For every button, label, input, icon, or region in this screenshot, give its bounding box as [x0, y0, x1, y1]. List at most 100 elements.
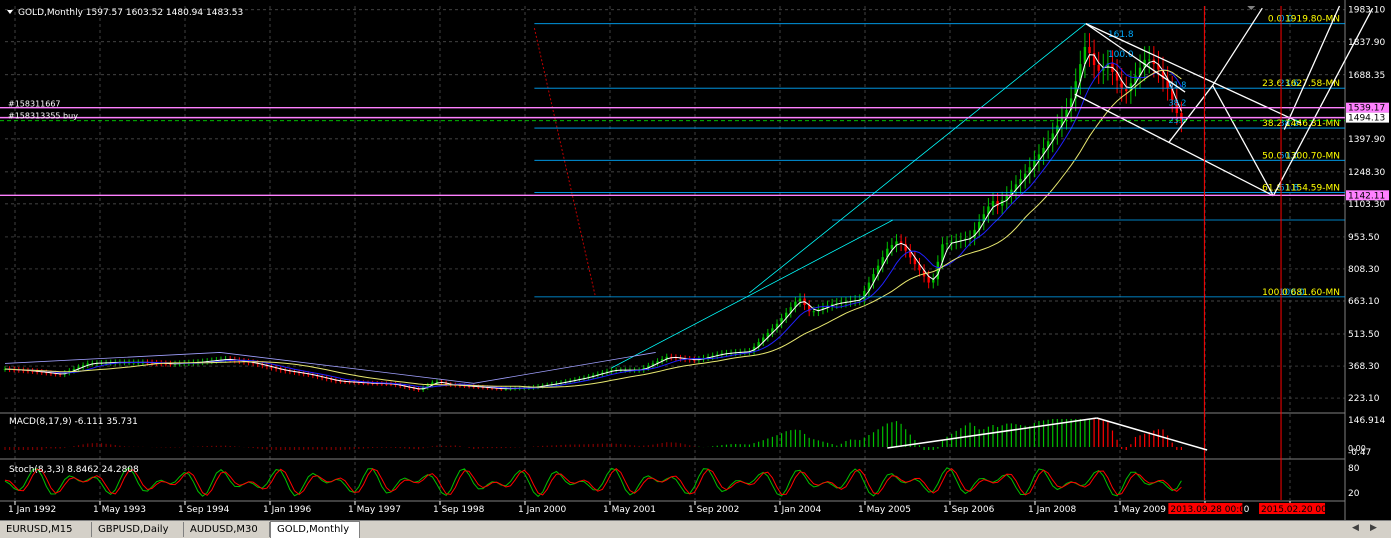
candle-body — [1134, 75, 1137, 84]
candle-body — [1074, 81, 1077, 99]
channel-line — [611, 219, 894, 369]
pattern-line — [1212, 85, 1274, 197]
candle-body — [1115, 71, 1119, 81]
candle-body — [385, 383, 388, 385]
candle-body — [876, 265, 880, 275]
price-axis-label: 663.10 — [1348, 297, 1380, 307]
tab-audusd-m30[interactable]: AUDUSD,M30 — [184, 522, 270, 537]
candle-body — [463, 385, 466, 387]
price-tag — [1346, 190, 1389, 201]
fib-level-label: 23.6 — [1279, 79, 1299, 89]
candle-body — [913, 257, 917, 265]
candle-body — [798, 298, 802, 302]
candle-body — [40, 371, 43, 373]
candle-body — [679, 357, 682, 359]
ma-slow-line — [4, 69, 1182, 388]
channel-line — [4, 352, 656, 384]
time-axis-label: 1 Jan 2000 — [518, 505, 566, 515]
candle-body — [1023, 173, 1027, 180]
candle-body — [886, 248, 889, 258]
candle-body — [417, 388, 420, 390]
price-chart[interactable]: 0.0 23.6 38.2 50.0 61.8 100.0 161.8 100.0 0.0 19… — [0, 0, 1391, 520]
chart-window[interactable]: 0.0 23.6 38.2 50.0 61.8 100.0 161.8 100.0 0.0 19… — [0, 0, 1391, 520]
candle-body — [1097, 65, 1100, 71]
candle-body — [265, 365, 269, 367]
macd-axis-label: 146.914 — [1348, 416, 1385, 426]
candle-body — [1148, 59, 1151, 61]
tab-gbpusd-daily[interactable]: GBPUSD,Daily — [92, 522, 184, 537]
tab-gold-monthly[interactable]: GOLD,Monthly — [270, 521, 360, 538]
price-axis-label: 1248.30 — [1348, 168, 1385, 178]
candle-body — [77, 367, 80, 369]
candle-body — [86, 363, 89, 366]
shift-marker-icon — [1247, 6, 1256, 10]
time-axis-label: 1 Jan 1996 — [263, 505, 311, 515]
price-axis-label: 368.30 — [1348, 362, 1380, 372]
candle-body — [587, 376, 590, 378]
time-marker-box — [1259, 503, 1326, 514]
candle-body — [1033, 160, 1036, 168]
candle-body — [1171, 88, 1174, 101]
macd-axis-label: 0.00 — [1348, 444, 1366, 453]
candle-body — [941, 244, 944, 262]
candle-body — [945, 243, 949, 245]
fib-level-label: 100.0 — [1279, 288, 1305, 298]
price-axis-label: 223.10 — [1348, 394, 1380, 404]
candle-body — [1019, 179, 1022, 185]
candle-body — [780, 318, 783, 324]
candle-body — [605, 371, 609, 373]
candle-body — [72, 368, 76, 371]
fib-price-label: 38.2 1446.81-MN — [1262, 119, 1340, 129]
candle-body — [1051, 133, 1054, 142]
candle-body — [794, 301, 797, 308]
candle-body — [932, 279, 935, 283]
fib-level-label: 0.0 — [1279, 15, 1294, 25]
fib-price-label: 50.0 1300.70-MN — [1262, 151, 1340, 161]
candle-body — [601, 372, 604, 374]
candle-body — [58, 373, 62, 375]
price-tag — [1346, 102, 1389, 113]
candle-body — [17, 369, 20, 371]
tab-eurusd-m15[interactable]: EURUSD,M15 — [0, 522, 92, 537]
time-axis-label: 1 May 1993 — [93, 505, 146, 515]
candle-body — [1180, 113, 1183, 121]
candle-body — [339, 381, 342, 383]
macd-panel — [4, 417, 1208, 451]
price-axis-label: 808.30 — [1348, 265, 1380, 275]
tab-scroll-left-icon[interactable]: ◀ — [1352, 523, 1359, 533]
stoch-axis-label: 20 — [1348, 489, 1360, 499]
time-axis-label: 1 May 2001 — [603, 505, 656, 515]
candle-body — [274, 367, 278, 369]
candle-body — [1166, 78, 1169, 89]
candle-body — [261, 364, 264, 366]
candle-body — [978, 222, 981, 230]
candle-body — [426, 385, 429, 388]
candle-body — [610, 370, 613, 372]
price-axis-label: 513.50 — [1348, 330, 1380, 340]
time-axis-label: 1 Sep 1998 — [433, 505, 485, 515]
candle-body — [830, 303, 834, 306]
candle-body — [757, 342, 760, 347]
candle-body — [325, 377, 328, 379]
pattern-line — [1168, 85, 1214, 144]
candle-body — [1060, 117, 1064, 126]
candle-body — [320, 376, 324, 378]
candle-body — [720, 353, 724, 355]
price-axis-label: 1688.35 — [1348, 71, 1385, 81]
pattern-line — [1074, 93, 1274, 197]
candle-body — [1028, 167, 1031, 174]
fib-price-label: 61.8 1154.59-MN — [1262, 184, 1340, 194]
fan-label: 61.8 — [1169, 81, 1187, 90]
candle-body — [302, 373, 305, 375]
candle-body — [904, 243, 907, 251]
candle-body — [762, 337, 765, 343]
candle-body — [785, 312, 788, 319]
candle-body — [169, 363, 172, 365]
candle-body — [343, 381, 347, 383]
candle-body — [1125, 89, 1128, 92]
candle-body — [504, 388, 508, 390]
tab-scroll-right-icon[interactable]: ▶ — [1370, 523, 1377, 533]
candle-body — [316, 375, 319, 377]
price-axis-label: 1103.30 — [1348, 200, 1385, 210]
candle-body — [380, 383, 384, 385]
